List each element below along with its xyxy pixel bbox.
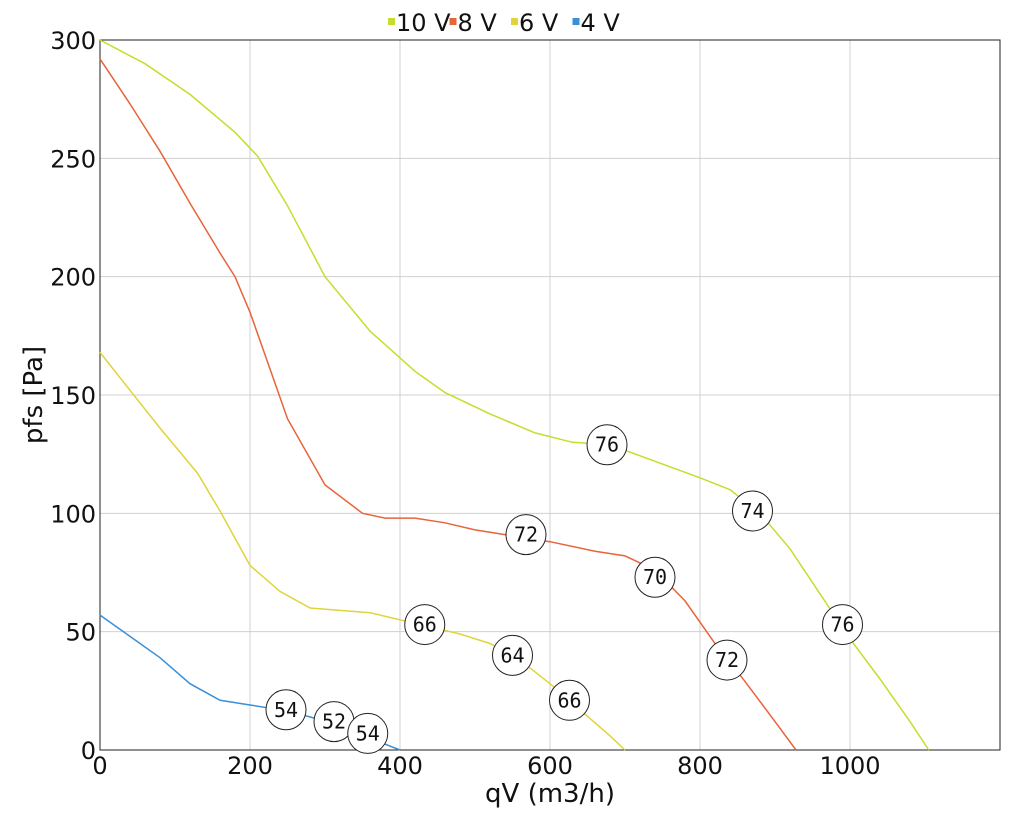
legend-item: 6 V	[511, 9, 559, 37]
marker-circle	[505, 514, 547, 556]
x-tick-labels: 0 200 400 600 800 1000	[92, 752, 880, 780]
series-line-8v	[99, 58, 797, 751]
marker-label: 66	[413, 613, 437, 637]
y-axis-title: pfs [Pa]	[19, 346, 49, 444]
marker-label: 54	[356, 721, 380, 745]
noise-level-marker: 54	[265, 689, 307, 731]
marker-circle	[492, 634, 533, 676]
marker-label: 76	[830, 613, 854, 637]
legend-item: 10 V	[388, 9, 451, 37]
marker-circle	[586, 424, 628, 466]
marker-circle	[265, 689, 307, 731]
noise-level-marker: 64	[492, 634, 533, 676]
legend-swatch	[511, 18, 518, 25]
marker-circle	[347, 712, 389, 754]
marker-label: 70	[643, 565, 667, 589]
marker-layer: 76 74 76 72 70 72 66 64 66 54 52 54	[265, 424, 863, 754]
marker-label: 66	[557, 688, 581, 712]
marker-circle	[549, 679, 590, 721]
marker-circle	[404, 604, 446, 646]
noise-level-marker: 66	[549, 679, 590, 721]
y-tick-labels: 0 50 100 150 200 250 300	[50, 27, 96, 765]
noise-level-marker: 54	[347, 712, 389, 754]
x-tick-label: 0	[92, 752, 107, 780]
marker-label: 76	[595, 433, 619, 457]
marker-label: 72	[514, 523, 538, 547]
y-tick-label: 150	[50, 382, 96, 410]
series-line-10v	[99, 39, 930, 751]
y-tick-label: 0	[81, 737, 96, 765]
y-tick-label: 50	[65, 619, 96, 647]
marker-label: 52	[322, 710, 346, 734]
legend-item: 8 V	[449, 9, 498, 37]
x-tick-label: 800	[677, 752, 723, 780]
legend-label: 6 V	[519, 9, 559, 37]
legend-label: 8 V	[458, 9, 498, 37]
legend-label: 10 V	[396, 9, 451, 37]
series-line-6v	[99, 351, 626, 751]
x-tick-label: 1000	[819, 752, 880, 780]
legend-label: 4 V	[581, 9, 621, 37]
plot-area-frame	[99, 39, 1001, 751]
marker-circle	[822, 604, 863, 646]
marker-label: 54	[274, 698, 298, 722]
marker-label: 64	[500, 643, 524, 667]
noise-level-marker: 72	[505, 514, 547, 556]
noise-level-marker: 66	[404, 604, 446, 646]
legend-swatch	[572, 18, 580, 25]
legend-swatch	[388, 18, 395, 25]
marker-circle	[706, 639, 748, 681]
x-axis-title: qV (m3/h)	[485, 779, 615, 809]
noise-level-marker: 76	[822, 604, 863, 646]
noise-level-marker: 70	[634, 556, 676, 598]
x-tick-label: 200	[227, 752, 273, 780]
y-tick-label: 250	[50, 145, 96, 173]
legend-item: 4 V	[572, 9, 621, 37]
noise-level-marker: 74	[732, 490, 773, 532]
marker-circle	[732, 490, 773, 532]
y-tick-label: 200	[50, 264, 96, 292]
x-tick-label: 400	[377, 752, 423, 780]
marker-label: 72	[715, 648, 739, 672]
noise-level-marker: 76	[586, 424, 628, 466]
y-tick-label: 300	[50, 27, 96, 55]
legend-swatch	[449, 18, 457, 25]
x-tick-label: 600	[527, 752, 573, 780]
noise-level-marker: 72	[706, 639, 748, 681]
grid-lines	[99, 39, 1000, 751]
y-tick-label: 100	[50, 500, 96, 528]
marker-label: 74	[740, 499, 764, 523]
marker-circle	[634, 556, 676, 598]
